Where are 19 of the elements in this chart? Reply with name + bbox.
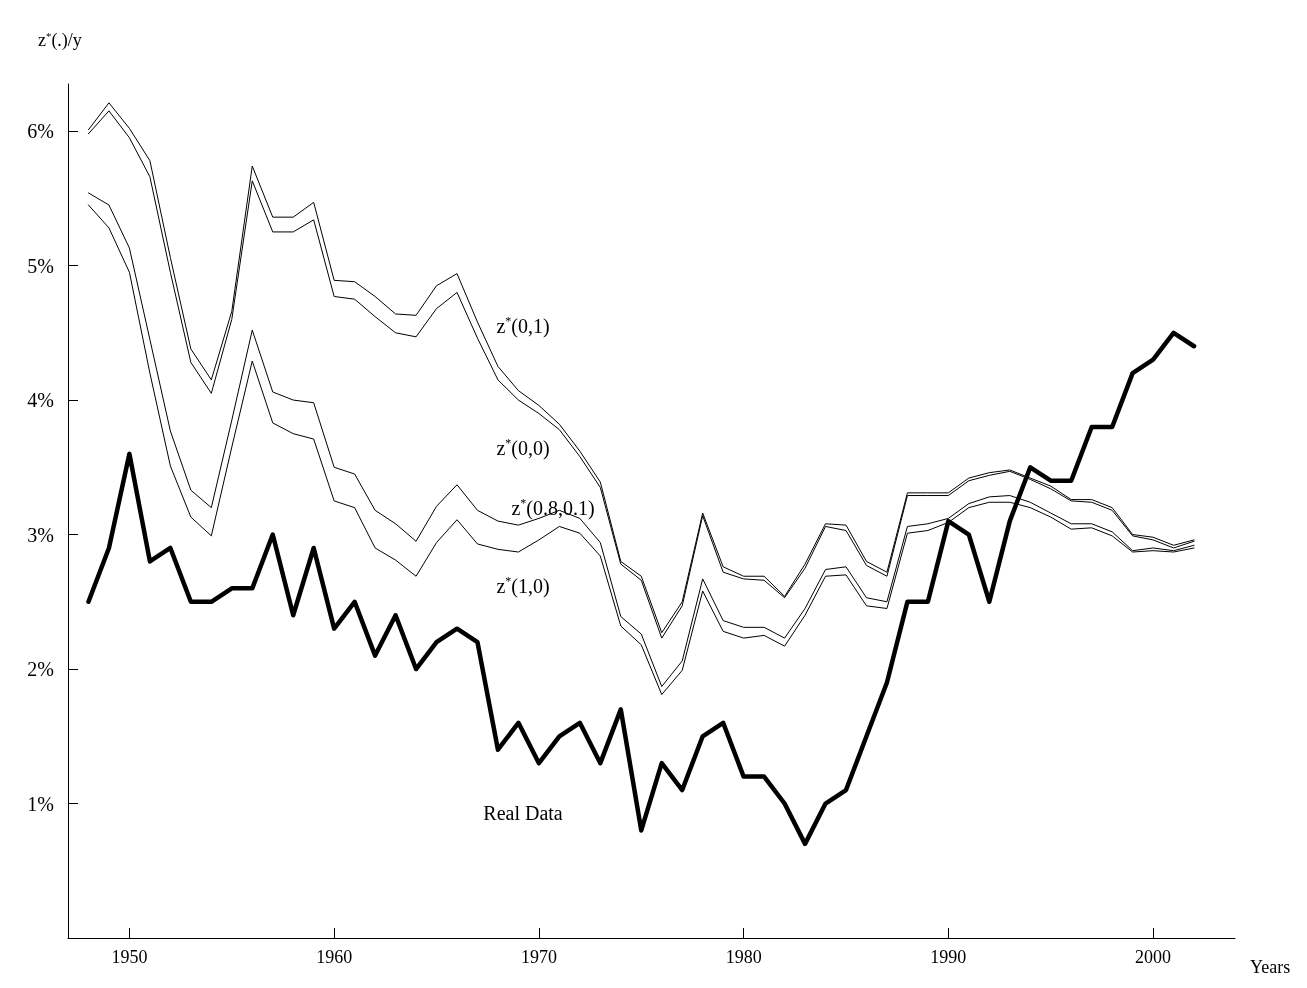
y-tick-label: 5% (27, 254, 54, 277)
x-tick-label: 1990 (930, 947, 967, 967)
series-label: z*(0,1) (496, 314, 550, 338)
x-tick-label: 1950 (111, 947, 148, 967)
y-tick-label: 6% (27, 120, 54, 143)
y-tick-label: 4% (27, 389, 54, 412)
y-tick-label: 3% (27, 523, 54, 546)
x-tick-label: 1960 (316, 947, 353, 967)
text: Real Data (483, 802, 563, 824)
series-label: z*(1,0) (496, 574, 550, 598)
y-axis-title: z*(.)/y (38, 29, 82, 51)
y-tick-label: 1% (27, 792, 54, 815)
x-tick-label: 1980 (725, 947, 762, 967)
x-axis-title: Years (1250, 957, 1291, 977)
y-tick-label: 2% (27, 658, 54, 681)
x-tick-label: 1970 (520, 947, 557, 967)
x-tick-label: 2000 (1135, 947, 1172, 967)
series-label: z*(0.8,0.1) (511, 496, 595, 520)
series-label: z*(0,0) (496, 436, 550, 460)
